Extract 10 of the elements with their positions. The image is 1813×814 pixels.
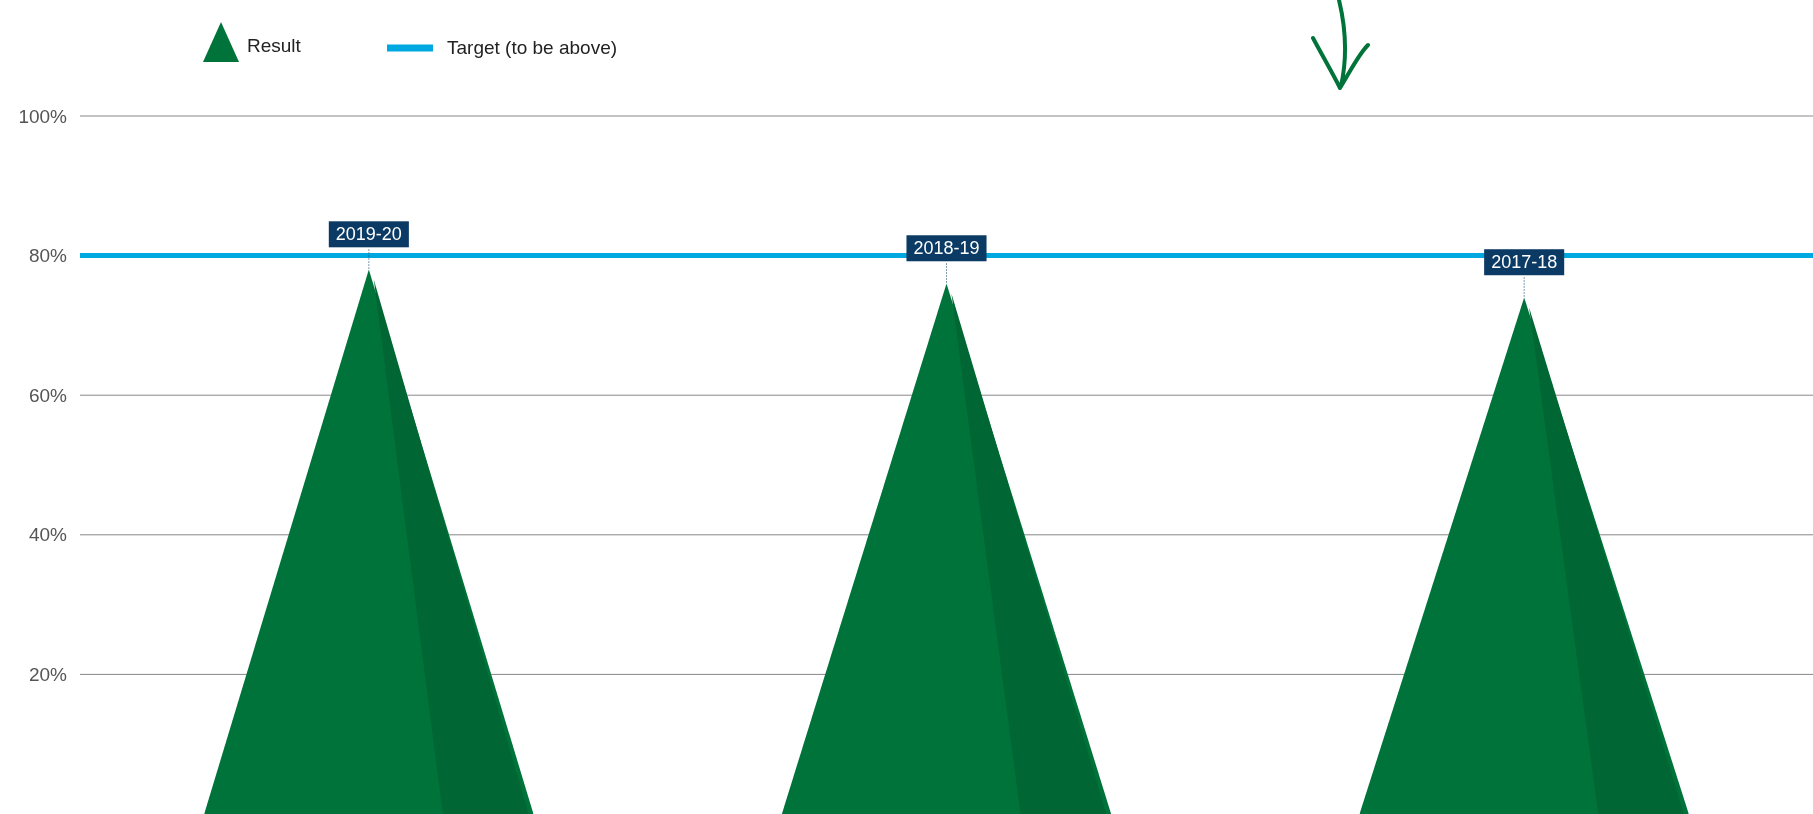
x-tick-label: 2019-20 bbox=[335, 224, 402, 245]
legend-label: Result bbox=[247, 35, 302, 56]
y-tick-label: 20% bbox=[28, 663, 68, 685]
legend-label: Target (to be above) bbox=[447, 37, 618, 58]
x-tick-label: 2018-19 bbox=[913, 238, 980, 259]
x-tick-label: 2017-18 bbox=[1491, 252, 1558, 273]
y-tick-label: 80% bbox=[28, 245, 68, 267]
y-tick-label: 40% bbox=[28, 524, 68, 546]
y-tick-label: 100% bbox=[18, 105, 68, 127]
y-tick-label: 60% bbox=[28, 384, 68, 406]
